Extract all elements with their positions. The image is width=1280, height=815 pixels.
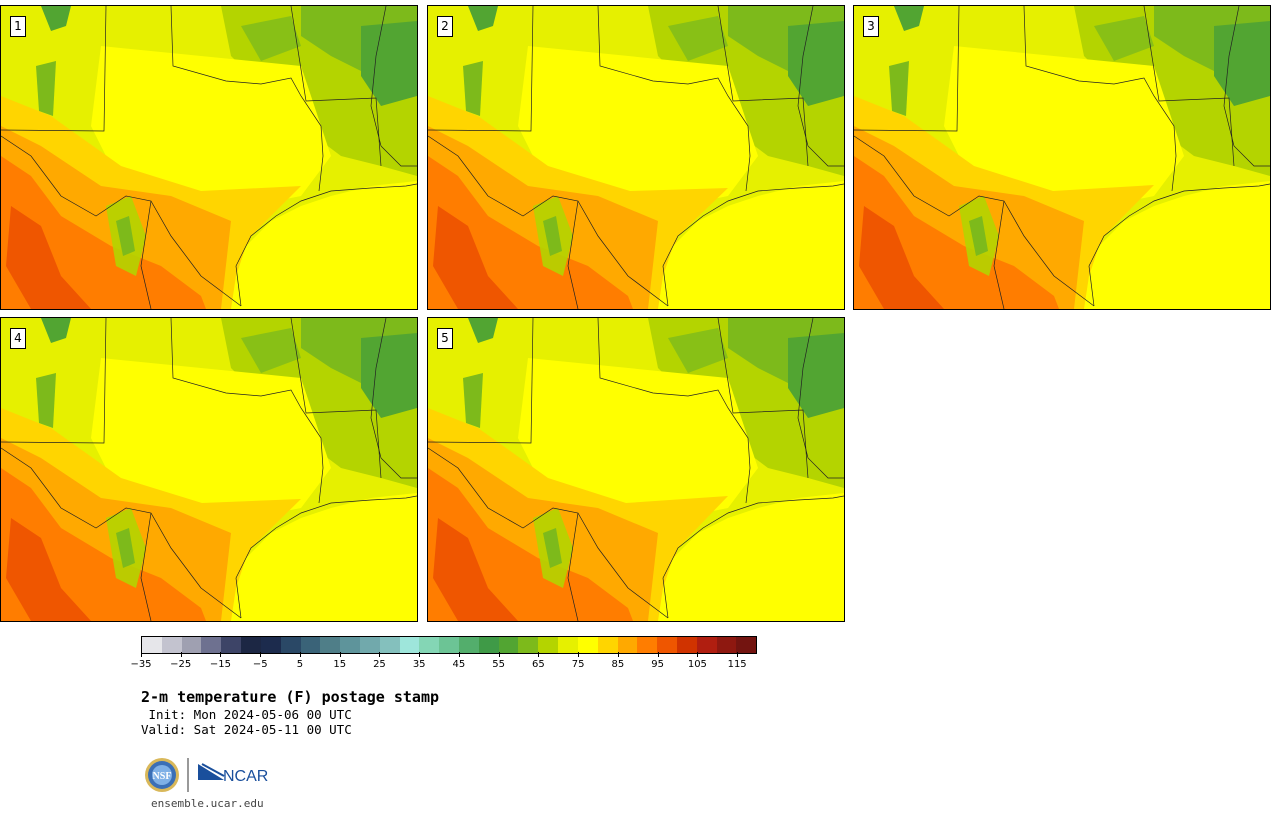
colorbar-swatch (260, 637, 281, 653)
member-panel-5: 5 (427, 317, 845, 622)
temperature-map (428, 318, 844, 621)
colorbar-swatch (716, 637, 737, 653)
member-label: 5 (437, 328, 453, 349)
colorbar-swatch (558, 637, 578, 653)
colorbar-swatch (142, 637, 162, 653)
colorbar-tick (617, 652, 619, 657)
init-time: Init: Mon 2024-05-06 00 UTC (141, 707, 352, 722)
nsf-logo: NSF (145, 758, 179, 792)
colorbar-tick-label: 25 (373, 659, 386, 670)
colorbar-tick (339, 652, 341, 657)
colorbar-tick (180, 652, 182, 657)
colorbar-tick (737, 652, 739, 657)
colorbar-tick-label: 45 (452, 659, 466, 670)
member-panel-2: 2 (427, 5, 845, 310)
colorbar-tick-label: −35 (130, 659, 152, 670)
colorbar-tick-label: 85 (611, 659, 625, 670)
logos: NSF NCAR (144, 756, 284, 796)
temperature-map (1, 318, 417, 621)
colorbar-swatch (221, 637, 242, 653)
colorbar-tick (379, 652, 381, 657)
colorbar-swatch (280, 637, 301, 653)
colorbar-swatch (498, 637, 519, 653)
ncar-logo: NCAR (198, 763, 268, 785)
colorbar-swatch (736, 637, 757, 653)
colorbar-tick (578, 652, 580, 657)
colorbar-tick (538, 652, 540, 657)
colorbar-tick-label: 95 (651, 659, 665, 670)
colorbar-swatch (379, 637, 400, 653)
colorbar-swatch (597, 637, 618, 653)
colorbar-swatch (161, 637, 182, 653)
temperature-map (428, 6, 844, 309)
member-panel-4: 4 (0, 317, 418, 622)
colorbar-tick (299, 652, 301, 657)
ncar-text: NCAR (223, 768, 268, 785)
colorbar-tick (697, 652, 699, 657)
colorbar-swatch (657, 637, 677, 653)
colorbar-swatch (538, 637, 559, 653)
member-label: 2 (437, 16, 453, 37)
colorbar-ticks: −35 −25 −15 −5 5 15 25 35 45 55 65 75 85 95 105 115 (130, 652, 757, 682)
colorbar-tick (141, 652, 142, 657)
colorbar-tick (657, 652, 659, 657)
colorbar-tick-label: 5 (296, 659, 304, 670)
website-url: ensemble.ucar.edu (151, 797, 264, 810)
nsf-text: NSF (153, 771, 172, 782)
chart-title: 2-m temperature (F) postage stamp (141, 688, 440, 706)
colorbar-tick-label: 75 (571, 659, 585, 670)
colorbar-tick-label: 15 (333, 659, 347, 670)
temperature-map (1, 6, 417, 309)
colorbar-tick (458, 652, 460, 657)
colorbar-swatch (241, 637, 261, 653)
colorbar-swatch (181, 637, 202, 653)
colorbar-tick-label: 55 (492, 659, 506, 670)
colorbar-swatch (459, 637, 479, 653)
member-panel-1: 1 (0, 5, 418, 310)
colorbar-swatch (300, 637, 321, 653)
colorbar-swatch (478, 637, 499, 653)
colorbar-tick (220, 652, 222, 657)
temperature-map (854, 6, 1270, 309)
colorbar-swatch (320, 637, 341, 653)
colorbar-swatch (696, 637, 717, 653)
colorbar-swatch (637, 637, 658, 653)
colorbar-tick-label: 115 (727, 659, 747, 670)
colorbar-tick-label: 105 (687, 659, 707, 670)
colorbar-swatch (419, 637, 440, 653)
member-label: 3 (863, 16, 879, 37)
colorbar-tick (498, 652, 500, 657)
member-label: 1 (10, 16, 26, 37)
colorbar-tick-label: 35 (412, 659, 426, 670)
colorbar-swatch (617, 637, 638, 653)
member-label: 4 (10, 328, 26, 349)
valid-time: Valid: Sat 2024-05-11 00 UTC (141, 722, 352, 737)
colorbar-tick-label: −15 (209, 659, 232, 670)
colorbar-swatch (439, 637, 459, 653)
temperature-colorbar (141, 636, 757, 654)
member-panel-3: 3 (853, 5, 1271, 310)
colorbar-tick-label: 65 (532, 659, 545, 670)
colorbar-swatch (359, 637, 380, 653)
colorbar-tick-label: −25 (170, 659, 192, 670)
colorbar-swatch (201, 637, 222, 653)
colorbar-tick-label: −5 (252, 659, 268, 670)
colorbar-swatch (518, 637, 539, 653)
colorbar-swatch (676, 637, 697, 653)
colorbar-tick (260, 652, 262, 657)
colorbar-tick (419, 652, 421, 657)
colorbar-swatch (340, 637, 360, 653)
colorbar-swatch (577, 637, 598, 653)
colorbar-swatch (399, 637, 420, 653)
